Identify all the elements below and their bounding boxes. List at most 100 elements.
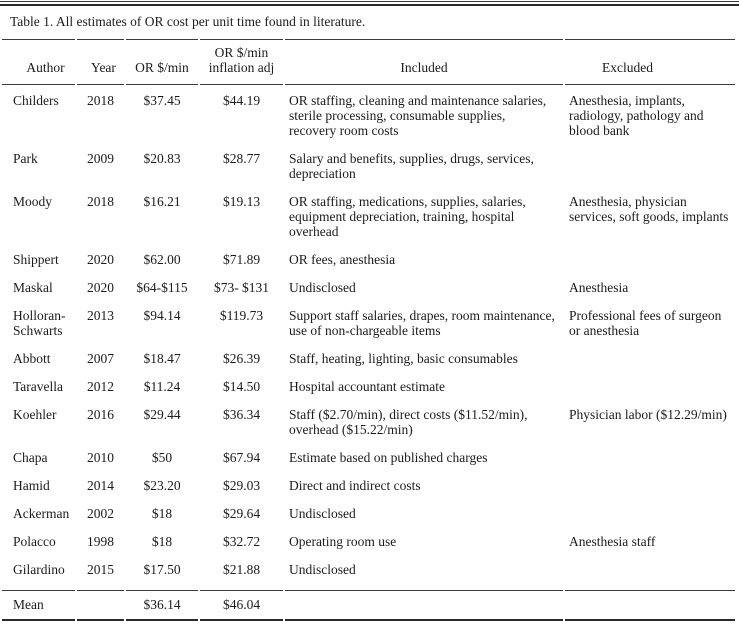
col-header-year: Year (77, 39, 124, 85)
cell-year: 2020 (87, 280, 114, 295)
mean-label: Mean (2, 590, 75, 621)
cell-or-min-adj: $32.72 (222, 534, 261, 549)
cell-excluded (565, 252, 735, 280)
cell-author: Hamid (13, 478, 50, 493)
col-header-included: Included (285, 39, 563, 85)
cell-year: 2007 (87, 351, 114, 366)
cell-included: Staff, heating, lighting, basic consumab… (289, 351, 518, 366)
cell-or-min: $23.20 (143, 478, 181, 493)
cell-included: OR fees, anesthesia (289, 252, 396, 267)
cell-or-min-adj: $71.89 (222, 252, 261, 267)
cell-excluded: Anesthesia (569, 280, 629, 295)
table-row: Abbott 2007 $18.47 $26.39 Staff, heating… (2, 351, 735, 379)
top-rule-outer (0, 1, 739, 2)
cell-included: Support staff salaries, drapes, room mai… (289, 308, 555, 338)
cell-year: 2002 (87, 506, 114, 521)
cell-author: Moody (13, 194, 53, 209)
cell-author: Abbott (13, 351, 51, 366)
cell-year: 2018 (87, 194, 114, 209)
cell-or-min: $29.44 (143, 407, 181, 422)
table-caption: Table 1. All estimates of OR cost per un… (10, 14, 366, 29)
table-row: Hamid 2014 $23.20 $29.03 Direct and indi… (2, 478, 735, 506)
cell-year: 2009 (87, 151, 114, 166)
cell-or-min-adj: $19.13 (222, 194, 261, 209)
cell-year: 2015 (87, 562, 114, 577)
mean-year (77, 590, 124, 621)
cell-or-min: $50 (151, 450, 173, 465)
table-row: Gilardino 2015 $17.50 $21.88 Undisclosed (2, 562, 735, 590)
cell-or-min: $94.14 (143, 308, 181, 323)
cell-or-min-adj: $73- $131 (213, 280, 270, 295)
table-row: Ackerman 2002 $18 $29.64 Undisclosed (2, 506, 735, 534)
col-header-author: Author (2, 39, 75, 85)
cell-excluded (565, 478, 735, 506)
cell-excluded (565, 151, 735, 194)
cell-or-min: $18.47 (143, 351, 181, 366)
header-line-1: OR $/min (214, 45, 269, 60)
table-row: Park 2009 $20.83 $28.77 Salary and benef… (2, 151, 735, 194)
cell-excluded: Professional fees of surgeon or anesthes… (569, 308, 722, 338)
table-row: Maskal 2020 $64-$115 $73- $131 Undisclos… (2, 280, 735, 308)
cell-or-min: $62.00 (143, 252, 181, 267)
cell-or-min: $64-$115 (136, 280, 188, 295)
table-row: Chapa 2010 $50 $67.94 Estimate based on … (2, 450, 735, 478)
cell-included: Salary and benefits, supplies, drugs, se… (289, 151, 534, 181)
cell-included: Undisclosed (289, 506, 356, 521)
mean-or-min: $36.14 (126, 590, 198, 621)
cell-excluded (565, 379, 735, 407)
table-row: Moody 2018 $16.21 $19.13 OR staffing, me… (2, 194, 735, 252)
col-header-excluded: Excluded (565, 39, 735, 85)
col-header-or-min: OR $/min (126, 39, 198, 85)
cell-or-min-adj: $21.88 (222, 562, 261, 577)
cell-or-min-adj: $29.64 (222, 506, 261, 521)
cell-author: Ackerman (13, 506, 70, 521)
cell-year: 2012 (87, 379, 114, 394)
cell-author: Chapa (13, 450, 48, 465)
cell-author: Shippert (13, 252, 59, 267)
col-header-or-min-inflation-adj: OR $/min inflation adj (200, 39, 283, 85)
cell-excluded: Anesthesia, implants, radiology, patholo… (569, 93, 704, 138)
cell-included: Operating room use (289, 534, 397, 549)
cell-author: Maskal (13, 280, 53, 295)
table-row: Childers 2018 $37.45 $44.19 OR staffing,… (2, 85, 735, 151)
header-row: Author Year OR $/min OR $/min inflation … (2, 39, 735, 85)
cell-excluded (565, 351, 735, 379)
cell-or-min-adj: $26.39 (222, 351, 261, 366)
cell-author: Park (13, 151, 38, 166)
cell-or-min-adj: $119.73 (219, 308, 264, 323)
table-row: Koehler 2016 $29.44 $36.34 Staff ($2.70/… (2, 407, 735, 450)
cell-included: Undisclosed (289, 562, 356, 577)
mean-or-min-adj: $46.04 (200, 590, 283, 621)
cell-year: 2010 (87, 450, 114, 465)
mean-excluded (565, 590, 735, 621)
cell-excluded: Physician labor ($12.29/min) (569, 407, 727, 422)
cell-or-min-adj: $28.77 (222, 151, 261, 166)
or-cost-table: Author Year OR $/min OR $/min inflation … (0, 39, 737, 621)
header-line-2: inflation adj (208, 60, 275, 75)
cell-included: Staff ($2.70/min), direct costs ($11.52/… (289, 407, 528, 437)
cell-author: Holloran-Schwarts (13, 308, 66, 338)
cell-or-min-adj: $29.03 (222, 478, 261, 493)
cell-year: 2018 (87, 93, 114, 108)
table-row: Shippert 2020 $62.00 $71.89 OR fees, ane… (2, 252, 735, 280)
cell-included: Direct and indirect costs (289, 478, 421, 493)
cell-included: OR staffing, cleaning and maintenance sa… (289, 93, 547, 138)
cell-or-min-adj: $44.19 (222, 93, 261, 108)
cell-year: 2014 (87, 478, 114, 493)
cell-author: Polacco (13, 534, 56, 549)
cell-included: Undisclosed (289, 280, 356, 295)
cell-or-min-adj: $67.94 (222, 450, 261, 465)
cell-or-min: $18 (151, 534, 173, 549)
cell-included: Hospital accountant estimate (289, 379, 445, 394)
cell-excluded: Anesthesia, physician services, soft goo… (569, 194, 729, 224)
cell-excluded: Anesthesia staff (569, 534, 656, 549)
cell-or-min: $37.45 (143, 93, 181, 108)
table-row: Polacco 1998 $18 $32.72 Operating room u… (2, 534, 735, 562)
cell-year: 2013 (87, 308, 114, 323)
mean-row: Mean $36.14 $46.04 (2, 590, 735, 621)
cell-or-min: $17.50 (143, 562, 181, 577)
cell-or-min: $18 (151, 506, 173, 521)
cell-year: 2016 (87, 407, 114, 422)
cell-or-min-adj: $14.50 (222, 379, 261, 394)
